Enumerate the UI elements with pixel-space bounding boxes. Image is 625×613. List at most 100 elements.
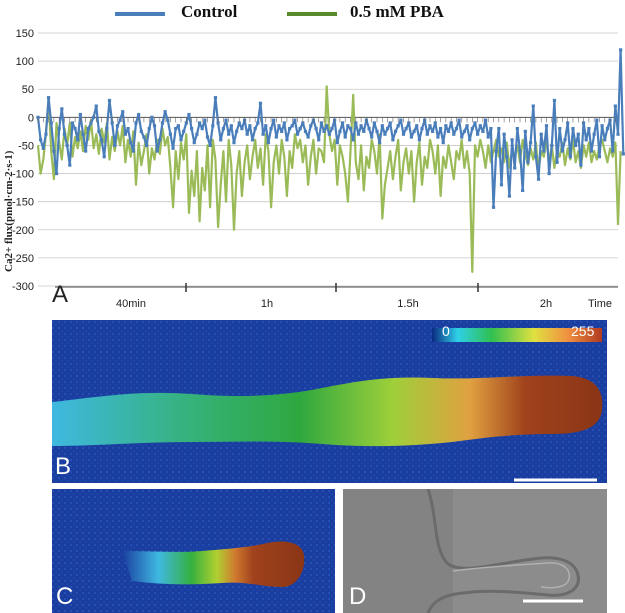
data-point: [507, 194, 512, 198]
data-point: [89, 121, 93, 125]
data-point: [195, 132, 199, 136]
data-point: [269, 126, 273, 131]
y-tick-label: 150: [16, 28, 34, 40]
data-point: [468, 138, 472, 142]
data-point: [473, 121, 477, 125]
data-point: [261, 132, 265, 136]
data-point: [168, 132, 173, 136]
data-point: [356, 132, 361, 136]
y-tick-label: -100: [12, 169, 34, 181]
data-point: [160, 121, 165, 125]
data-point: [70, 121, 75, 125]
data-point: [367, 126, 371, 131]
data-point: [298, 126, 302, 131]
panel-label-c: C: [56, 583, 74, 610]
data-point: [301, 121, 305, 125]
data-point: [460, 135, 464, 139]
panel-d: D: [343, 489, 607, 613]
y-tick-label: -250: [12, 253, 34, 265]
data-point: [483, 118, 488, 122]
data-point: [253, 126, 257, 131]
data-point: [139, 129, 143, 133]
data-point: [513, 166, 517, 170]
data-point: [603, 138, 607, 142]
panel-label-a: A: [52, 281, 69, 308]
data-point: [49, 121, 53, 125]
data-point: [351, 138, 355, 142]
data-point: [396, 124, 400, 128]
data-point: [566, 121, 570, 125]
data-point: [481, 129, 485, 133]
data-point: [250, 138, 255, 142]
data-point: [295, 132, 300, 136]
data-point: [248, 124, 252, 128]
data-point: [232, 141, 236, 145]
data-point: [436, 135, 440, 139]
data-point: [129, 141, 133, 145]
data-point: [621, 152, 625, 156]
data-point: [380, 124, 384, 128]
data-point: [39, 138, 43, 142]
legend-swatch-control: [115, 12, 165, 16]
data-point: [158, 138, 162, 142]
flux-chart: 150 100 50 0 -50 -100 -150 -200 -250 -300 40min 1h…: [12, 28, 625, 310]
data-point: [502, 132, 506, 136]
data-point: [526, 160, 530, 164]
data-point: [99, 138, 104, 142]
data-point: [555, 160, 559, 164]
data-point: [571, 126, 575, 131]
data-point: [216, 121, 220, 125]
data-point: [385, 126, 390, 131]
data-point: [444, 124, 448, 128]
data-point: [200, 126, 204, 131]
data-point: [113, 143, 117, 148]
data-point: [597, 155, 602, 159]
data-point: [550, 143, 554, 148]
data-point: [121, 110, 125, 114]
data-point: [197, 121, 202, 125]
data-point: [176, 124, 180, 128]
data-point: [404, 126, 408, 131]
data-point: [52, 149, 56, 153]
data-point: [510, 138, 514, 142]
data-point: [401, 132, 406, 136]
data-point: [68, 163, 72, 167]
colorbar-max-label: 255: [571, 323, 595, 339]
data-point: [531, 104, 535, 108]
panel-c: C: [52, 489, 335, 613]
data-point: [462, 129, 466, 133]
data-point: [616, 132, 620, 136]
data-point: [211, 124, 215, 128]
data-point: [494, 149, 498, 153]
chart-legend: Control 0.5 mM PBA: [115, 2, 535, 24]
data-point: [486, 135, 490, 139]
data-point: [354, 121, 358, 125]
data-point: [393, 129, 398, 133]
data-point: [489, 126, 493, 131]
data-point: [592, 132, 596, 136]
data-point: [126, 126, 130, 131]
data-point: [412, 129, 416, 133]
legend-swatch-pba: [287, 12, 337, 16]
data-point: [144, 143, 149, 148]
data-point: [454, 126, 459, 131]
data-point: [317, 138, 321, 142]
data-point: [240, 126, 244, 131]
data-point: [277, 124, 281, 128]
data-point: [266, 141, 271, 145]
data-point: [229, 124, 233, 128]
data-point: [325, 124, 329, 128]
data-point: [600, 124, 604, 128]
y-tick-label: -50: [18, 140, 34, 152]
data-point: [478, 124, 482, 128]
data-point: [36, 115, 40, 119]
data-point: [433, 121, 437, 125]
data-point: [152, 124, 157, 128]
data-point: [137, 112, 141, 117]
y-tick-label: -150: [12, 197, 34, 209]
data-point: [388, 121, 392, 125]
data-point: [330, 126, 334, 131]
data-point: [563, 138, 567, 142]
data-point: [60, 107, 64, 111]
data-point: [338, 129, 342, 133]
